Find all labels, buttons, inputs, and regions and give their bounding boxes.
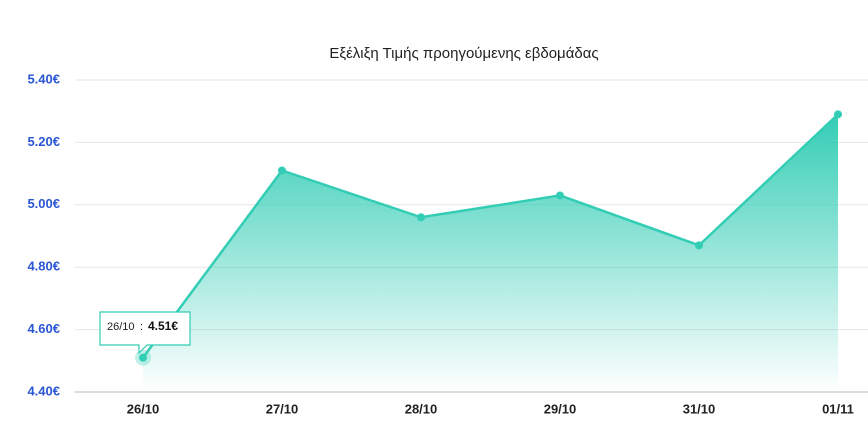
point [139,353,147,362]
point [278,166,286,175]
point [556,191,564,200]
point [834,110,842,119]
tooltip-separator: : [140,321,143,333]
y-tick-label: 4.40€ [27,383,60,398]
x-tick-label: 26/10 [127,401,160,416]
area [143,114,838,392]
point [417,213,425,222]
tooltip: 26/10:4.51€ [99,311,191,355]
point [695,241,703,250]
y-tick-label: 4.60€ [27,321,60,336]
y-tick-label: 5.20€ [27,134,60,149]
x-tick-label: 29/10 [544,401,577,416]
y-tick-label: 5.40€ [27,71,60,86]
tooltip-box [99,311,191,355]
point-halo [135,349,151,366]
line [141,113,839,359]
chart-title: Εξέλιξη Τιμής προηγούμενης εβδομάδας [329,45,598,62]
tooltip-category: 26/10 [107,321,135,333]
y-tick-label: 5.00€ [27,196,60,211]
x-tick-label: 01/11 [822,401,854,416]
x-tick-label: 27/10 [266,401,299,416]
x-tick-label: 28/10 [405,401,438,416]
tooltip-value: 4.51€ [148,319,178,333]
x-tick-label: 31/10 [683,401,716,416]
y-tick-label: 4.80€ [27,259,60,274]
